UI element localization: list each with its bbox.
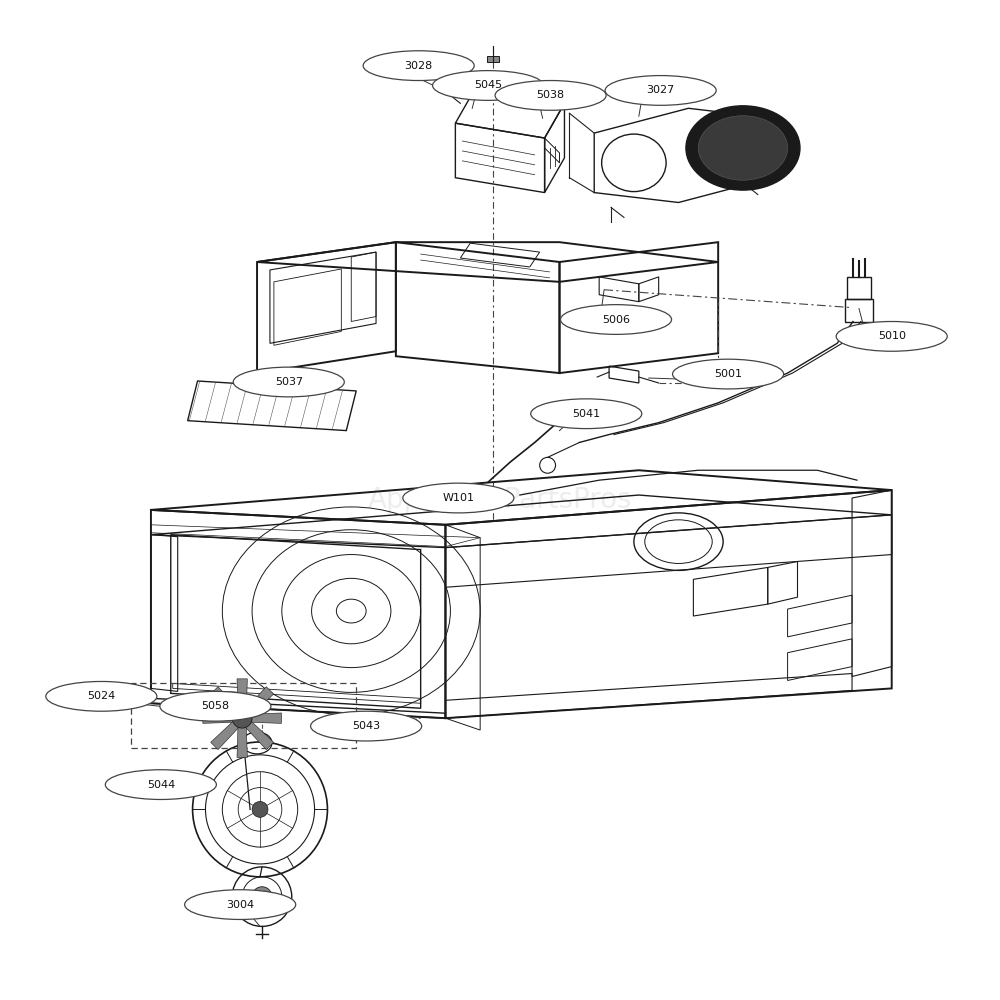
Polygon shape <box>203 713 233 723</box>
Circle shape <box>252 887 272 907</box>
Ellipse shape <box>605 76 716 105</box>
Ellipse shape <box>495 81 606 110</box>
Text: 3004: 3004 <box>226 900 254 910</box>
Ellipse shape <box>424 64 441 78</box>
Polygon shape <box>237 727 247 757</box>
Text: AppliancePartsPros: AppliancePartsPros <box>368 486 632 514</box>
Text: 3028: 3028 <box>405 61 433 71</box>
Text: 5006: 5006 <box>602 315 630 325</box>
Ellipse shape <box>673 359 784 389</box>
Text: 5001: 5001 <box>714 369 742 379</box>
Text: 5010: 5010 <box>878 331 906 341</box>
Text: 5045: 5045 <box>474 80 502 90</box>
Ellipse shape <box>686 106 800 190</box>
Text: 5058: 5058 <box>201 701 229 711</box>
Text: 3027: 3027 <box>647 85 675 95</box>
Ellipse shape <box>531 399 642 429</box>
Text: 5041: 5041 <box>572 409 600 419</box>
Ellipse shape <box>560 305 672 334</box>
Ellipse shape <box>836 322 947 351</box>
Polygon shape <box>211 687 239 715</box>
Ellipse shape <box>698 116 788 180</box>
Polygon shape <box>487 56 499 62</box>
Ellipse shape <box>160 691 271 721</box>
Circle shape <box>252 801 268 817</box>
Ellipse shape <box>105 770 216 799</box>
Ellipse shape <box>363 51 474 81</box>
Text: 5024: 5024 <box>87 691 115 701</box>
Polygon shape <box>246 722 274 750</box>
Ellipse shape <box>311 711 422 741</box>
Polygon shape <box>251 713 281 723</box>
Ellipse shape <box>46 681 157 711</box>
Text: 5037: 5037 <box>275 377 303 387</box>
Text: 5038: 5038 <box>537 90 565 100</box>
Polygon shape <box>246 687 274 715</box>
Polygon shape <box>237 679 247 709</box>
Text: W101: W101 <box>442 493 474 503</box>
Ellipse shape <box>185 890 296 919</box>
Ellipse shape <box>433 71 544 100</box>
Text: 5044: 5044 <box>147 780 175 790</box>
Circle shape <box>232 708 252 728</box>
Ellipse shape <box>233 367 344 397</box>
Polygon shape <box>211 722 239 750</box>
Text: 5043: 5043 <box>352 721 380 731</box>
Ellipse shape <box>403 483 514 513</box>
